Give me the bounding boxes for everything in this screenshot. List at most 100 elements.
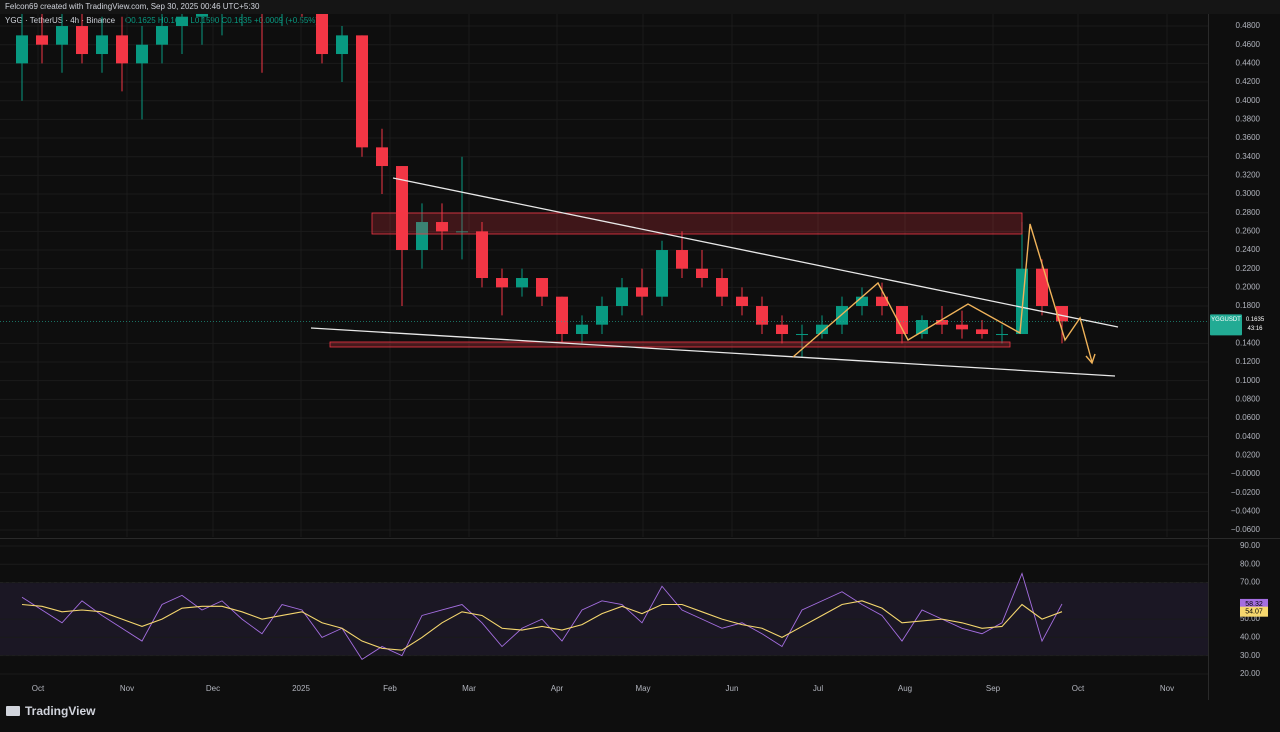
candle-body — [176, 16, 188, 27]
candle-body — [796, 334, 808, 336]
y-tick-label: 90.00 — [1240, 541, 1261, 550]
candle-body — [956, 324, 968, 330]
x-tick-label: Oct — [32, 684, 45, 693]
drawings — [310, 177, 1119, 377]
y-tick-label: 0.4000 — [1236, 96, 1261, 105]
candle-body — [556, 296, 568, 335]
candle-body — [356, 35, 368, 148]
candle-body — [656, 250, 668, 297]
y-tick-label: 0.3200 — [1236, 170, 1261, 179]
y-tick-label: 0.1000 — [1236, 376, 1261, 385]
x-tick-label: Nov — [1160, 684, 1174, 693]
y-tick-label: 0.0200 — [1236, 450, 1261, 459]
candle-body — [196, 14, 208, 17]
rsi-line — [21, 600, 1063, 651]
x-tick-label: Jul — [813, 684, 823, 693]
y-tick-label: 70.00 — [1240, 578, 1261, 587]
candle-body — [16, 35, 28, 64]
y-tick-label: 50.00 — [1240, 614, 1261, 623]
y-tick-label: 0.1200 — [1236, 357, 1261, 366]
value-box — [1240, 606, 1268, 617]
candle-body — [576, 324, 588, 335]
y-tick-label: 0.3600 — [1236, 133, 1261, 142]
y-tick-label: 0.0800 — [1236, 394, 1261, 403]
y-tick-label: 0.1400 — [1236, 338, 1261, 347]
logo: TradingView — [6, 704, 96, 718]
footer — [0, 700, 1280, 727]
resistance-zone — [371, 212, 1023, 235]
candle-body — [596, 306, 608, 325]
candle-body — [376, 147, 388, 167]
candle-body — [76, 26, 88, 55]
candle-body — [456, 231, 468, 233]
symbol: YGG · TetherUS · 4h · Binance — [5, 16, 116, 25]
x-tick-label: Feb — [383, 684, 397, 693]
candle-body — [476, 231, 488, 279]
y-tick-label: −0.0400 — [1231, 506, 1261, 515]
candle-body — [436, 222, 448, 232]
x-tick-label: Aug — [898, 684, 912, 693]
y-tick-label: −0.0200 — [1231, 488, 1261, 497]
y-tick-label: 0.4200 — [1236, 77, 1261, 86]
last-price-box — [1210, 314, 1242, 336]
candle-body — [976, 329, 988, 335]
credit: Felcon69 created with TradingView.com, S… — [5, 2, 260, 11]
candle-body — [96, 35, 108, 55]
candle-body — [496, 278, 508, 288]
candle-body — [56, 26, 68, 45]
x-tick-label: Nov — [120, 684, 134, 693]
x-tick-label: Mar — [462, 684, 476, 693]
candle-body — [876, 296, 888, 307]
y-tick-label: −0.0000 — [1231, 469, 1261, 478]
candle-body — [636, 287, 648, 297]
last-price-countdown: 43:16 — [1247, 326, 1263, 332]
candle-body — [836, 306, 848, 325]
rsi-pane — [0, 545, 1208, 675]
x-tick-label: 2025 — [292, 684, 310, 693]
candle-body — [996, 334, 1008, 336]
y-tick-label: 0.3400 — [1236, 152, 1261, 161]
value-label: 58.32 — [1245, 601, 1263, 608]
x-tick-label: May — [635, 684, 650, 693]
candle-body — [516, 278, 528, 288]
candle-body — [756, 306, 768, 325]
candle-body — [676, 250, 688, 269]
candle-body — [1016, 268, 1028, 335]
candle-body — [116, 35, 128, 64]
top-bar — [0, 0, 1280, 14]
y-tick-label: 0.3000 — [1236, 189, 1261, 198]
trendline — [392, 177, 1119, 328]
x-tick-label: Oct — [1072, 684, 1085, 693]
candle-body — [736, 296, 748, 307]
candle-body — [716, 278, 728, 297]
y-tick-label: 0.0400 — [1236, 432, 1261, 441]
candle-body — [896, 306, 908, 335]
value-label: 54.07 — [1245, 609, 1263, 616]
y-tick-label: 20.00 — [1240, 669, 1261, 678]
last-price-value: 0.1635 — [1246, 317, 1265, 323]
y-tick-label: 0.2000 — [1236, 282, 1261, 291]
x-tick-label: Jun — [726, 684, 739, 693]
y-tick-label: 0.1800 — [1236, 301, 1261, 310]
candle-body — [776, 324, 788, 335]
pattern-path — [792, 223, 1093, 363]
x-tick-label: Apr — [551, 684, 564, 693]
candle-body — [416, 222, 428, 251]
y-tick-label: 0.2200 — [1236, 264, 1261, 273]
y-tick-label: 0.4400 — [1236, 58, 1261, 67]
y-tick-label: 0.2800 — [1236, 208, 1261, 217]
candle-body — [936, 320, 948, 325]
rsi-line — [21, 572, 1063, 660]
candle-body — [316, 14, 328, 55]
x-tick-label: Dec — [206, 684, 220, 693]
logo-icon — [6, 706, 20, 716]
y-tick-label: 0.4800 — [1236, 21, 1261, 30]
y-tick-label: 0.0600 — [1236, 413, 1261, 422]
candle-body — [36, 35, 48, 45]
candle-body — [136, 44, 148, 64]
candle-body — [816, 324, 828, 335]
candle-body — [1036, 268, 1048, 307]
last-price-symbol: YGGUSDT — [1211, 317, 1241, 323]
candle-body — [156, 26, 168, 45]
